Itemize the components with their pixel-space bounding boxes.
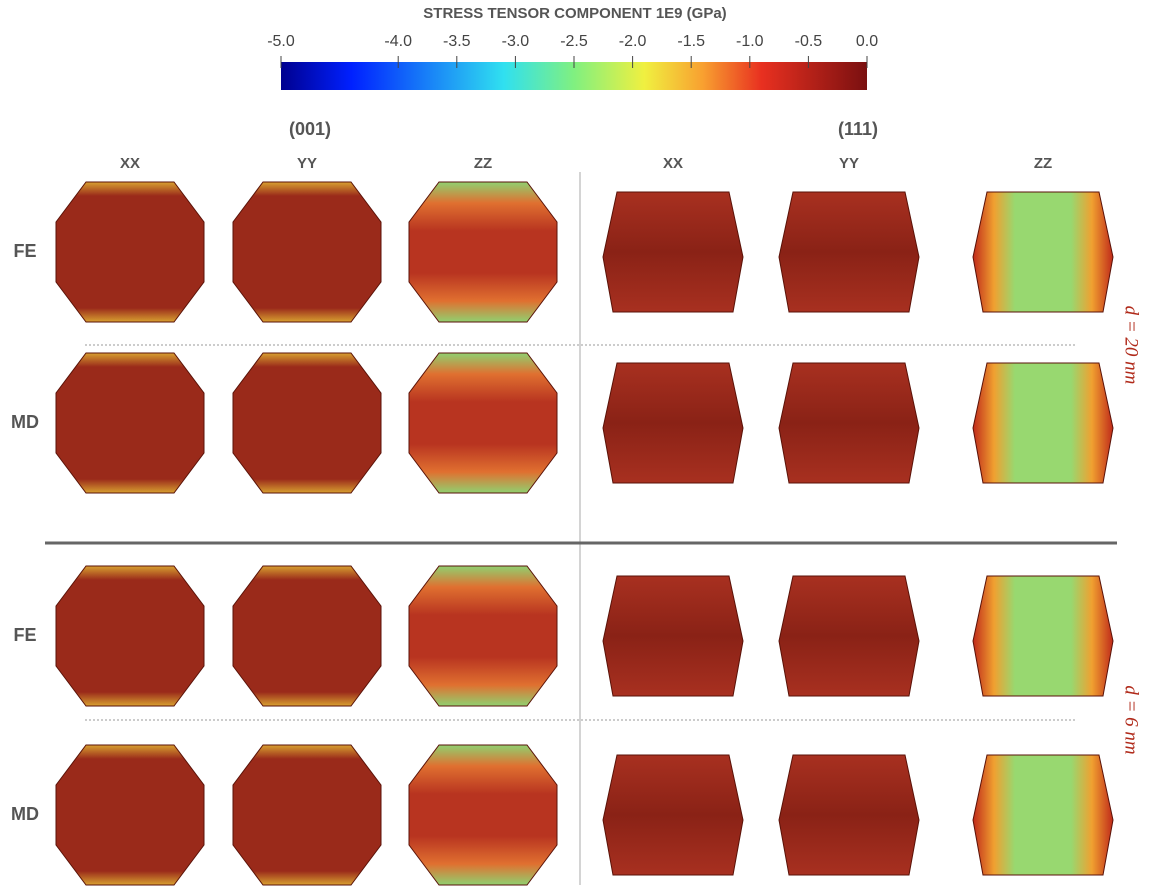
- column-label: ZZ: [474, 155, 492, 172]
- colorbar-tick-label: 0.0: [856, 33, 878, 50]
- nanoparticle: [408, 565, 558, 707]
- nanoparticle: [602, 575, 744, 697]
- colorbar-tick-label: -3.0: [502, 33, 530, 50]
- column-label: XX: [663, 155, 683, 172]
- nanoparticle: [232, 352, 382, 494]
- column-label: YY: [297, 155, 317, 172]
- size-label: d = 20 nm: [1121, 306, 1142, 385]
- colorbar-tick-label: -1.0: [736, 33, 764, 50]
- size-label: d = 6 nm: [1121, 685, 1142, 754]
- nanoparticle: [232, 744, 382, 886]
- group-label: (111): [838, 119, 878, 139]
- nanoparticle: [972, 191, 1114, 313]
- colorbar-tick-label: -3.5: [443, 33, 471, 50]
- column-label: YY: [839, 155, 859, 172]
- nanoparticle: [232, 565, 382, 707]
- nanoparticle: [55, 181, 205, 323]
- nanoparticle: [55, 352, 205, 494]
- nanoparticle: [972, 754, 1114, 876]
- column-label: XX: [120, 155, 140, 172]
- row-label: MD: [11, 804, 39, 824]
- nanoparticle: [972, 362, 1114, 484]
- nanoparticle: [408, 352, 558, 494]
- colorbar-tick-label: -4.0: [384, 33, 412, 50]
- row-label: FE: [13, 241, 36, 261]
- nanoparticle: [778, 362, 920, 484]
- nanoparticle: [232, 181, 382, 323]
- column-label: ZZ: [1034, 155, 1052, 172]
- nanoparticle: [602, 754, 744, 876]
- colorbar-title: STRESS TENSOR COMPONENT 1E9 (GPa): [423, 5, 726, 22]
- colorbar-tick-label: -2.0: [619, 33, 647, 50]
- nanoparticle: [55, 744, 205, 886]
- group-label: (001): [289, 119, 331, 139]
- nanoparticle: [408, 744, 558, 886]
- nanoparticle: [408, 181, 558, 323]
- nanoparticle: [778, 754, 920, 876]
- colorbar-tick-label: -0.5: [795, 33, 823, 50]
- nanoparticle: [778, 191, 920, 313]
- nanoparticle: [778, 575, 920, 697]
- row-label: FE: [13, 625, 36, 645]
- row-label: MD: [11, 412, 39, 432]
- colorbar-tick-label: -2.5: [560, 33, 588, 50]
- nanoparticle: [972, 575, 1114, 697]
- colorbar-tick-label: -1.5: [677, 33, 705, 50]
- nanoparticle: [602, 191, 744, 313]
- nanoparticle: [55, 565, 205, 707]
- nanoparticle: [602, 362, 744, 484]
- colorbar-tick-label: -5.0: [267, 33, 295, 50]
